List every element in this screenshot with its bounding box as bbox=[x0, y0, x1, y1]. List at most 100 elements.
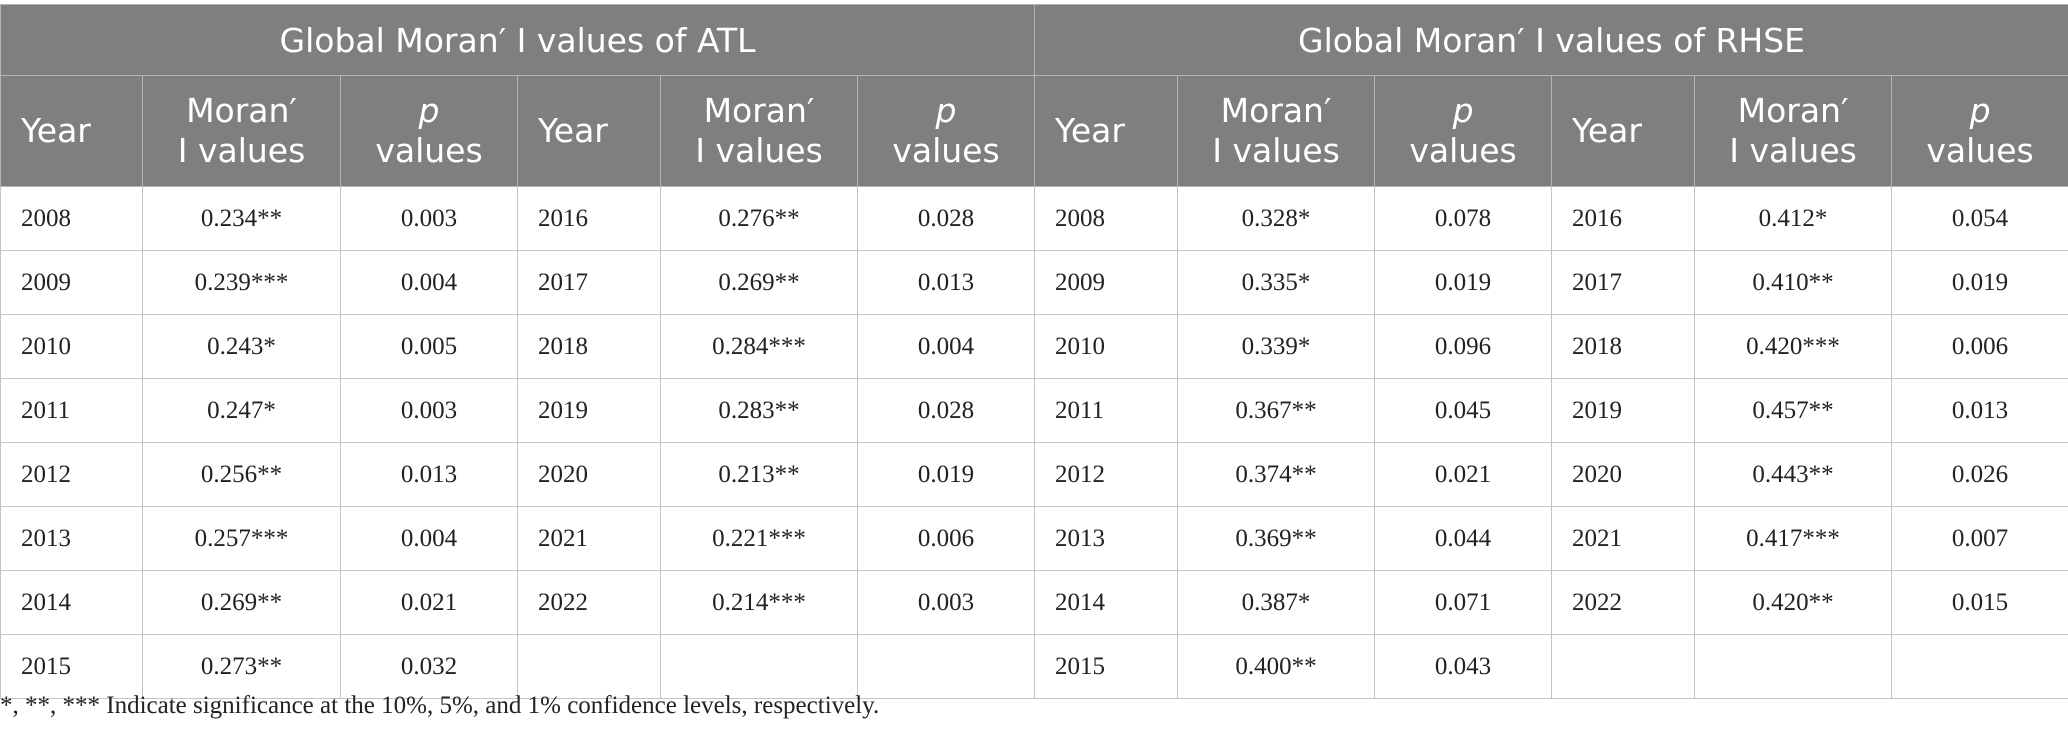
table-cell: 0.276** bbox=[660, 186, 858, 251]
table-cell: 0.021 bbox=[340, 570, 518, 635]
moran-table: Global Moran′ I values of ATL Global Mor… bbox=[0, 4, 2068, 699]
table-row: 2014 0.269** 0.021 2022 0.214*** 0.003 2014 0.3… bbox=[0, 570, 2068, 635]
table-cell bbox=[660, 634, 858, 699]
table-cell: 0.273** bbox=[142, 634, 341, 699]
table-cell: 0.021 bbox=[1374, 442, 1553, 507]
column-header: Year bbox=[1034, 75, 1179, 187]
table-cell: 0.328* bbox=[1177, 186, 1376, 251]
table-cell: 0.247* bbox=[142, 378, 341, 443]
table-cell: 2015 bbox=[1034, 634, 1179, 699]
table-cell: 0.004 bbox=[856, 314, 1036, 379]
table-cell: 0.335* bbox=[1177, 250, 1376, 315]
table-cell: 0.374** bbox=[1177, 442, 1376, 507]
table-cell: 0.045 bbox=[1374, 378, 1553, 443]
table-cell: 2011 bbox=[1034, 378, 1179, 443]
group-header: Global Moran′ I values of ATL bbox=[0, 4, 1036, 76]
table-cell: 2010 bbox=[1034, 314, 1179, 379]
table-cell: 2022 bbox=[1551, 570, 1696, 635]
header-italic: p bbox=[1452, 91, 1474, 130]
column-header: p values bbox=[1374, 75, 1553, 187]
column-header: Moran′ I values bbox=[142, 75, 341, 187]
table-cell: 2013 bbox=[0, 506, 143, 571]
table-cell: 0.420** bbox=[1694, 570, 1893, 635]
table-cell: 2020 bbox=[517, 442, 661, 507]
table-cell: 0.243* bbox=[142, 314, 341, 379]
table-cell: 0.006 bbox=[1891, 314, 2068, 379]
group-row: Global Moran′ I values of ATL Global Mor… bbox=[0, 4, 2068, 76]
table-cell bbox=[517, 634, 661, 699]
table-cell: 0.221*** bbox=[660, 506, 858, 571]
table-cell: 2019 bbox=[517, 378, 661, 443]
table-row: 2015 0.273** 0.032 2015 0.400** 0.043 bbox=[0, 634, 2068, 699]
header-italic: p bbox=[935, 91, 957, 130]
table-cell: 2009 bbox=[0, 250, 143, 315]
table-cell: 0.015 bbox=[1891, 570, 2068, 635]
header-text: values bbox=[1926, 131, 2034, 170]
table-cell: 2013 bbox=[1034, 506, 1179, 571]
table-cell: 2016 bbox=[1551, 186, 1696, 251]
table-cell: 2012 bbox=[0, 442, 143, 507]
table-cell: 0.410** bbox=[1694, 250, 1893, 315]
table-cell: 0.284*** bbox=[660, 314, 858, 379]
table-cell: 0.019 bbox=[1891, 250, 2068, 315]
table-cell: 0.443** bbox=[1694, 442, 1893, 507]
table-row: 2009 0.239*** 0.004 2017 0.269** 0.013 2009 0.3… bbox=[0, 250, 2068, 315]
table-cell: 0.043 bbox=[1374, 634, 1553, 699]
table-row: 2011 0.247* 0.003 2019 0.283** 0.028 2011 0.367… bbox=[0, 378, 2068, 443]
group-header: Global Moran′ I values of RHSE bbox=[1034, 4, 2068, 76]
table-cell: 0.234** bbox=[142, 186, 341, 251]
table-cell: 2020 bbox=[1551, 442, 1696, 507]
table-cell: 2008 bbox=[0, 186, 143, 251]
table-cell: 0.400** bbox=[1177, 634, 1376, 699]
column-header: Year bbox=[0, 75, 143, 187]
table-cell: 0.005 bbox=[340, 314, 518, 379]
column-header: p values bbox=[856, 75, 1036, 187]
table-cell: 0.026 bbox=[1891, 442, 2068, 507]
column-header: p values bbox=[1891, 75, 2068, 187]
table-cell: 0.078 bbox=[1374, 186, 1553, 251]
table-cell: 2018 bbox=[517, 314, 661, 379]
table-cell bbox=[1891, 634, 2068, 699]
table-cell: 0.003 bbox=[340, 186, 518, 251]
table-cell: 0.003 bbox=[340, 378, 518, 443]
table-row: 2012 0.256** 0.013 2020 0.213** 0.019 2012 0.37… bbox=[0, 442, 2068, 507]
table-cell: 0.013 bbox=[340, 442, 518, 507]
header-text: values bbox=[375, 131, 483, 170]
table-cell: 0.369** bbox=[1177, 506, 1376, 571]
table-cell: 0.256** bbox=[142, 442, 341, 507]
table-cell: 0.339* bbox=[1177, 314, 1376, 379]
table-cell: 2018 bbox=[1551, 314, 1696, 379]
table-cell: 0.071 bbox=[1374, 570, 1553, 635]
table-cell: 2008 bbox=[1034, 186, 1179, 251]
table-cell: 0.417*** bbox=[1694, 506, 1893, 571]
table-cell: 0.269** bbox=[660, 250, 858, 315]
table-cell: 0.007 bbox=[1891, 506, 2068, 571]
table-row: 2013 0.257*** 0.004 2021 0.221*** 0.006 2013 0.… bbox=[0, 506, 2068, 571]
column-header: Year bbox=[517, 75, 661, 187]
table-cell bbox=[856, 634, 1036, 699]
table-cell: 0.028 bbox=[856, 378, 1036, 443]
header-italic: p bbox=[418, 91, 440, 130]
table-cell: 0.032 bbox=[340, 634, 518, 699]
table-cell: 0.420*** bbox=[1694, 314, 1893, 379]
table-cell: 2014 bbox=[0, 570, 143, 635]
table-cell: 2016 bbox=[517, 186, 661, 251]
table-cell: 0.003 bbox=[856, 570, 1036, 635]
table-cell: 2017 bbox=[1551, 250, 1696, 315]
table-cell: 0.096 bbox=[1374, 314, 1553, 379]
table-cell: 2017 bbox=[517, 250, 661, 315]
table-cell: 0.367** bbox=[1177, 378, 1376, 443]
column-header: Moran′ I values bbox=[1177, 75, 1376, 187]
table-cell: 2015 bbox=[0, 634, 143, 699]
header-text: values bbox=[1409, 131, 1517, 170]
column-header: Moran′ I values bbox=[660, 75, 858, 187]
table-cell: 2012 bbox=[1034, 442, 1179, 507]
table-row: 2010 0.243* 0.005 2018 0.284*** 0.004 2010 0.33… bbox=[0, 314, 2068, 379]
table-cell: 0.412* bbox=[1694, 186, 1893, 251]
table-cell: 2021 bbox=[1551, 506, 1696, 571]
table-cell: 0.257*** bbox=[142, 506, 341, 571]
table-cell: 0.004 bbox=[340, 250, 518, 315]
table-body: 2008 0.234** 0.003 2016 0.276** 0.028 2008 0.32… bbox=[0, 186, 2068, 699]
header-text: values bbox=[892, 131, 1000, 170]
